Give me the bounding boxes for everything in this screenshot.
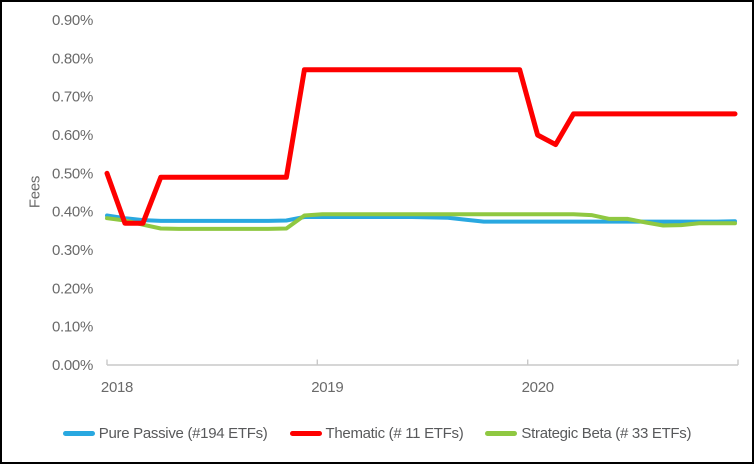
svg-text:0.10%: 0.10% [52,319,93,336]
chart-legend: Pure Passive (#194 ETFs) Thematic (# 11 … [2,422,752,444]
svg-text:0.20%: 0.20% [52,280,93,297]
svg-text:0.60%: 0.60% [52,127,93,144]
svg-text:2019: 2019 [311,379,343,396]
legend-item-pure-passive: Pure Passive (#194 ETFs) [62,424,268,442]
svg-text:0.00%: 0.00% [52,357,93,374]
svg-text:0.40%: 0.40% [52,204,93,221]
legend-label-strategic-beta: Strategic Beta (# 33 ETFs) [521,424,692,442]
legend-item-strategic-beta: Strategic Beta (# 33 ETFs) [485,424,692,442]
legend-label-pure-passive: Pure Passive (#194 ETFs) [98,424,268,442]
legend-label-thematic: Thematic (# 11 ETFs) [325,424,464,442]
pure-passive-line-swatch [62,430,95,436]
svg-text:0.80%: 0.80% [52,50,93,67]
thematic-line-swatch [289,430,322,436]
svg-text:0.30%: 0.30% [52,242,93,259]
chart-series-lines [104,67,738,231]
svg-text:0.50%: 0.50% [52,165,93,182]
svg-text:2018: 2018 [101,379,133,396]
x-axis [106,359,739,366]
y-axis-tick-labels: 0.90% 0.80% 0.70% 0.60% 0.50% 0.40% 0.30% 0.20%… [52,12,93,374]
legend-item-thematic: Thematic (# 11 ETFs) [289,424,464,442]
svg-text:0.70%: 0.70% [52,89,93,106]
svg-text:0.90%: 0.90% [52,12,93,29]
strategic-beta-line-swatch [485,430,518,436]
svg-text:2020: 2020 [522,379,554,396]
x-axis-tick-labels: 2018 2019 2020 [101,379,554,396]
